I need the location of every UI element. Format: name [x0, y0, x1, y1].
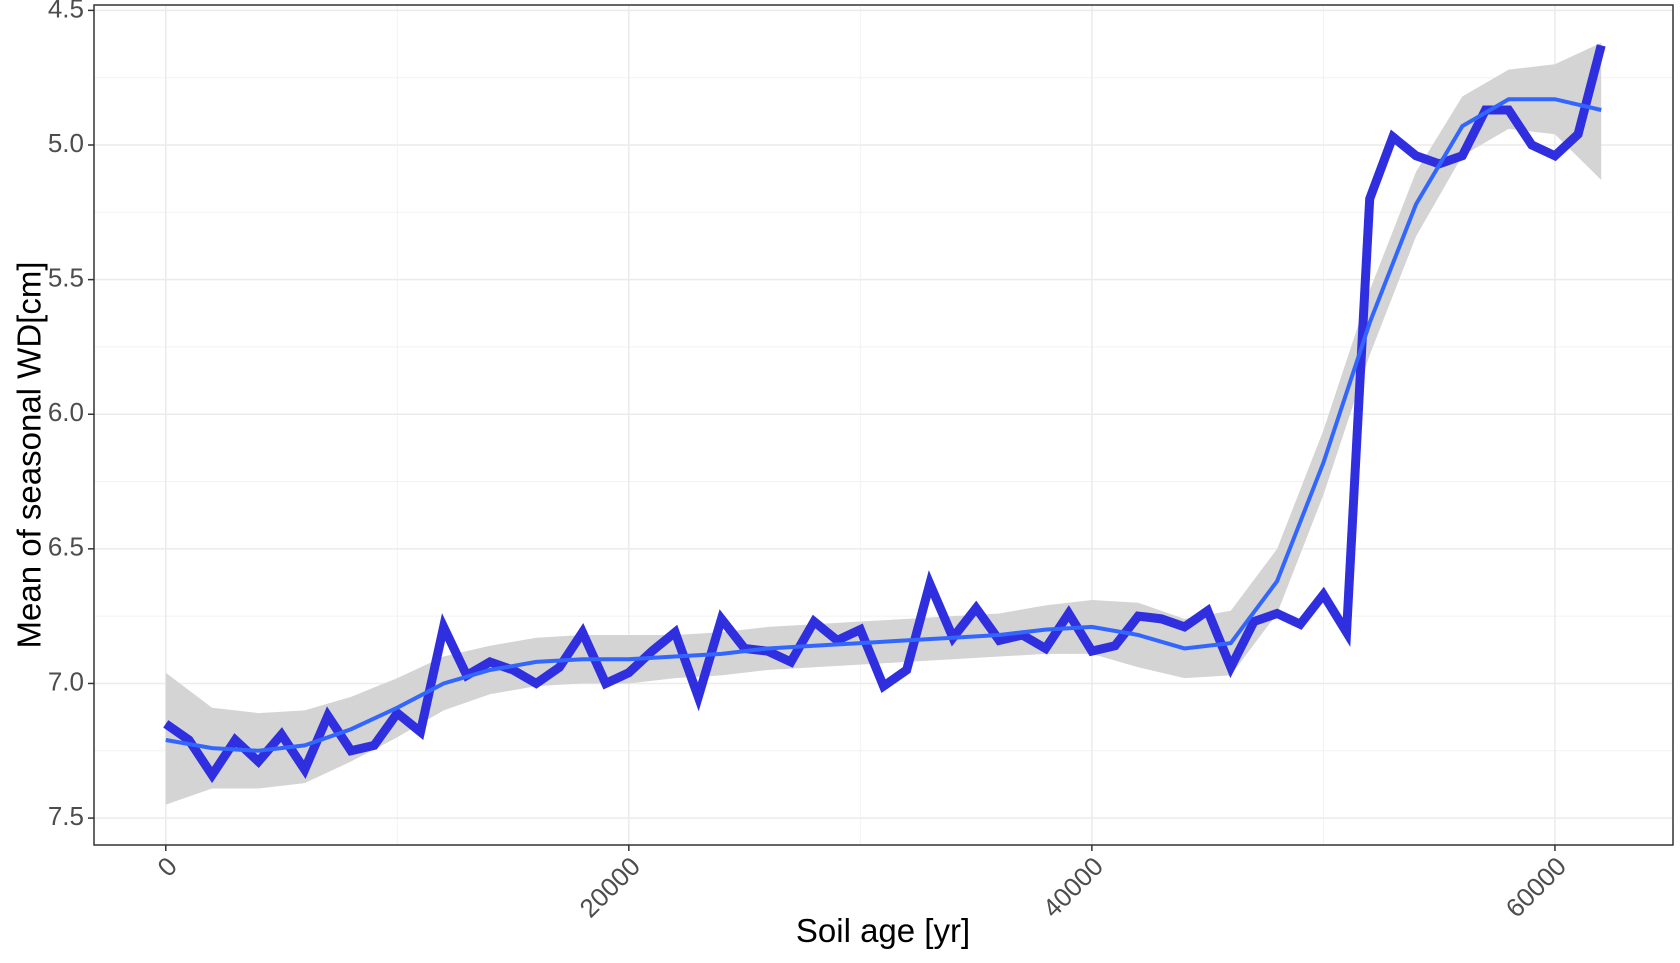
y-tick-label: 7.0 [48, 666, 84, 696]
y-tick-label: 6.0 [48, 397, 84, 427]
y-tick-label: 7.5 [48, 801, 84, 831]
y-tick-label: 5.5 [48, 262, 84, 292]
y-tick-label: 4.5 [48, 0, 84, 23]
x-tick-label: 20000 [574, 851, 646, 923]
x-tick-label: 0 [151, 851, 182, 882]
x-tick-label: 40000 [1037, 851, 1109, 923]
y-tick-label: 6.5 [48, 532, 84, 562]
x-tick-label: 60000 [1500, 851, 1572, 923]
confidence-band [165, 42, 1602, 805]
smooth-line [165, 97, 1602, 753]
y-tick-label: 5.0 [48, 128, 84, 158]
x-axis-title: Soil age [yr] [796, 912, 970, 949]
plot-border [93, 4, 1674, 846]
data-line [163, 44, 1606, 784]
y-axis-title: Mean of seasonal WD[cm] [11, 262, 48, 649]
